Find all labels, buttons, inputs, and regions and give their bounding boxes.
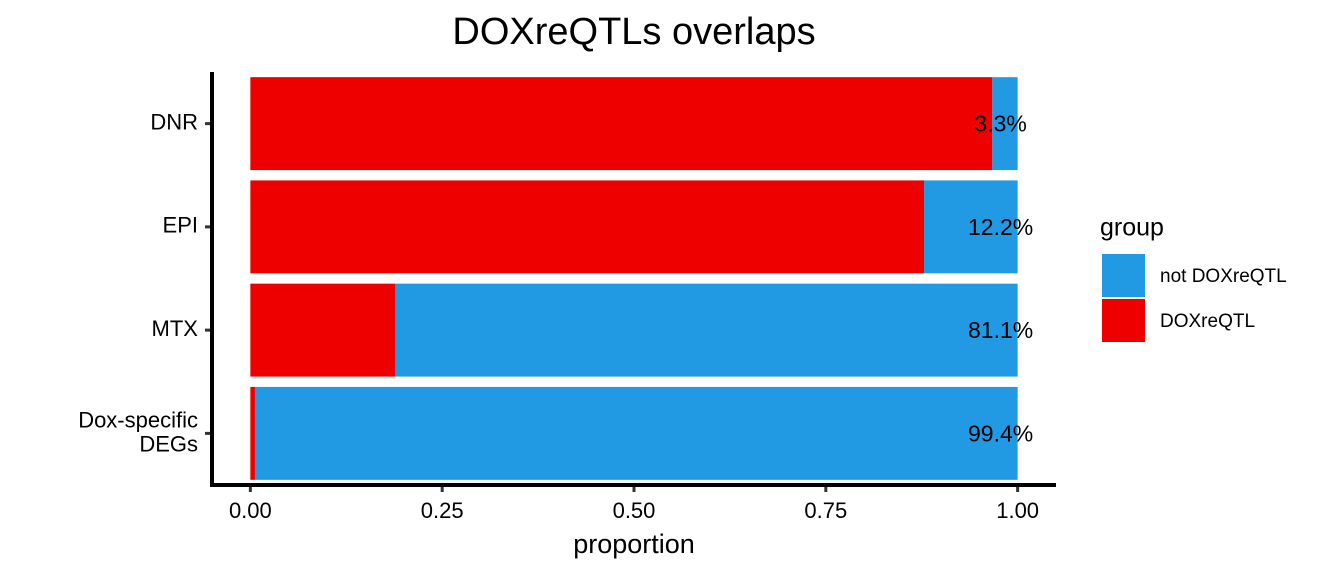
bar-segment [250, 77, 993, 171]
bar-segment [254, 386, 1018, 480]
y-tick-label: MTX [152, 316, 199, 341]
x-tick-label: 0.25 [421, 498, 464, 523]
legend-label: not DOXreQTL [1160, 266, 1287, 287]
chart-title: DOXreQTLs overlaps [452, 11, 815, 53]
bar-segment [924, 180, 1018, 274]
legend-title: group [1100, 214, 1164, 242]
y-tick-label: EPI [163, 213, 198, 238]
x-tick-label: 0.75 [804, 498, 847, 523]
bar-segment [250, 180, 925, 274]
x-tick-label: 0.50 [613, 498, 656, 523]
bar-segment [250, 283, 396, 377]
legend-label: DOXreQTL [1160, 311, 1255, 332]
data-label: 12.2% [968, 214, 1033, 240]
x-tick-label: 1.00 [996, 498, 1039, 523]
x-tick-label: 0.00 [229, 498, 272, 523]
legend-key [1102, 254, 1145, 297]
bar-segment [250, 386, 255, 480]
data-label: 3.3% [974, 111, 1026, 137]
y-tick-label: Dox-specific DEGs [78, 407, 198, 456]
bar-segment [992, 77, 1018, 171]
y-tick-label: DNR [150, 109, 198, 134]
data-label: 99.4% [968, 420, 1033, 446]
bar-segment [395, 283, 1018, 377]
legend-key [1102, 299, 1145, 342]
data-label: 81.1% [968, 317, 1033, 343]
x-axis-title: proportion [573, 529, 695, 559]
